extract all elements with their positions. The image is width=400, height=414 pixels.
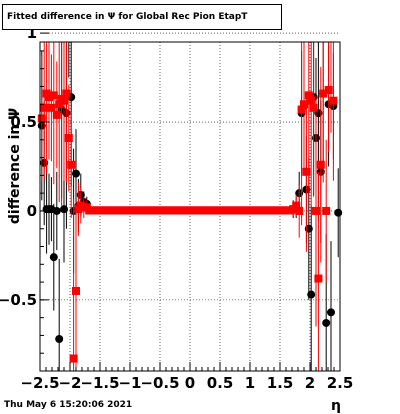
- series-2: [37, 42, 338, 371]
- y-tick-label: 0.5: [10, 113, 37, 131]
- x-tick-label: 0.5: [207, 374, 234, 392]
- data-point-square: [69, 354, 78, 363]
- data-point-square: [314, 274, 323, 283]
- axis-ticks: [39, 32, 341, 372]
- data-point-circle: [334, 208, 343, 217]
- x-axis-title: η: [331, 398, 341, 414]
- data-point-circle: [322, 318, 331, 327]
- data-layer: [37, 42, 343, 371]
- data-point-square: [292, 201, 301, 210]
- data-point-square: [297, 105, 306, 114]
- data-point-square: [52, 110, 61, 119]
- data-point-square: [300, 100, 308, 109]
- x-tick-label: −0.5: [140, 374, 179, 392]
- x-tick-label: −1: [118, 374, 141, 392]
- data-point-square: [309, 103, 318, 112]
- x-tick-label: −1.5: [80, 374, 119, 392]
- data-point-circle: [49, 253, 58, 262]
- data-point-circle: [72, 169, 80, 178]
- data-point-circle: [327, 308, 335, 317]
- data-point-square: [319, 89, 328, 98]
- y-tick-label: 0: [27, 202, 37, 220]
- data-point-square: [72, 286, 80, 295]
- x-tick-label: 1.5: [267, 374, 294, 392]
- y-tick-label: 1: [27, 24, 37, 42]
- data-point-square: [55, 100, 64, 109]
- data-point-square: [40, 103, 49, 112]
- data-point-square: [64, 134, 73, 143]
- data-point-square: [312, 206, 320, 215]
- data-point-square: [322, 206, 331, 215]
- data-point-square: [307, 96, 316, 105]
- timestamp: Thu May 6 15:20:06 2021: [4, 400, 133, 410]
- data-point-square: [37, 114, 46, 123]
- data-point-square: [304, 91, 313, 100]
- data-point-square: [316, 160, 325, 169]
- data-point-square: [302, 167, 311, 176]
- data-point-square: [47, 103, 56, 112]
- y-axis-title: difference in Ψ: [7, 108, 23, 224]
- data-point-square: [49, 91, 58, 100]
- x-tick-label: 1: [245, 374, 255, 392]
- x-tick-label: 2.5: [327, 374, 354, 392]
- x-tick-label: 0: [185, 374, 195, 392]
- x-tick-label: −2: [58, 374, 81, 392]
- y-tick-label: −0.5: [0, 291, 37, 309]
- data-point-circle: [55, 334, 64, 343]
- x-tick-label: 2: [305, 374, 315, 392]
- tick-labels: −2.5−2−1.5−1−0.500.511.522.5−0.500.511.5: [0, 24, 354, 392]
- data-point-square: [62, 89, 71, 98]
- grid-lines: [40, 32, 340, 371]
- data-point-square: [45, 93, 53, 102]
- data-point-square: [286, 206, 295, 215]
- data-point-square: [295, 206, 304, 215]
- data-point-circle: [52, 206, 61, 215]
- chart-title: Fitted difference in Ψ for Global Rec Pi…: [2, 4, 282, 30]
- data-point-square: [67, 160, 76, 169]
- data-point-square: [324, 86, 333, 95]
- x-tick-label: −2.5: [20, 374, 59, 392]
- data-point-circle: [307, 290, 316, 299]
- data-point-square: [329, 96, 338, 105]
- data-point-square: [60, 96, 68, 105]
